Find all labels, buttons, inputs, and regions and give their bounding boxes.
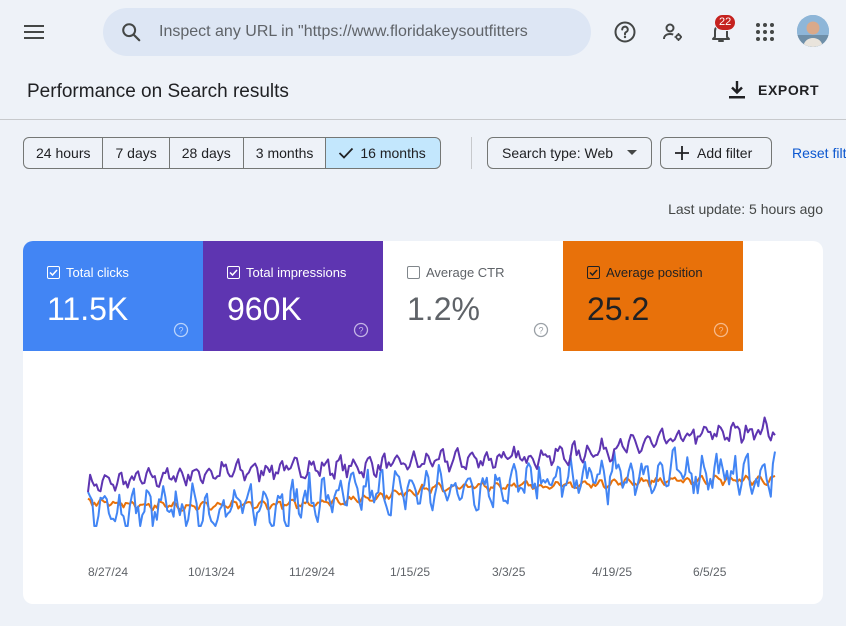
url-inspection-search[interactable] <box>103 8 591 56</box>
reset-filters-link[interactable]: Reset filters <box>792 145 846 161</box>
metric-label: Average position <box>606 265 703 280</box>
help-icon[interactable]: ? <box>173 322 189 338</box>
filter-divider <box>471 137 472 169</box>
checkbox-checked-icon[interactable] <box>227 266 240 279</box>
metric-label: Total clicks <box>66 265 129 280</box>
metric-value: 25.2 <box>587 291 650 327</box>
main-menu-button[interactable] <box>20 18 48 46</box>
notification-count-badge: 22 <box>714 14 737 31</box>
range-label: 3 months <box>255 145 314 161</box>
search-type-filter[interactable]: Search type: Web <box>487 137 652 169</box>
manage-users-button[interactable] <box>659 18 687 46</box>
svg-text:?: ? <box>538 326 543 336</box>
search-icon <box>122 23 141 42</box>
metric-average-ctr[interactable]: Average CTR 1.2% ? <box>383 241 563 351</box>
range-label: 24 hours <box>36 145 91 161</box>
metric-value: 1.2% <box>407 291 480 327</box>
help-icon[interactable]: ? <box>533 322 549 338</box>
metric-average-position[interactable]: Average position 25.2 ? <box>563 241 743 351</box>
range-label: 7 days <box>115 145 157 161</box>
metric-value: 960K <box>227 291 302 327</box>
user-avatar-icon <box>797 15 829 47</box>
export-label: EXPORT <box>758 82 820 98</box>
checkbox-checked-icon[interactable] <box>587 266 600 279</box>
x-tick-label: 4/19/25 <box>592 565 632 579</box>
series-line-total-impressions <box>87 416 776 493</box>
metric-label: Average CTR <box>426 265 505 280</box>
last-update-text: Last update: 5 hours ago <box>668 201 823 217</box>
plus-icon <box>675 146 689 160</box>
x-tick-label: 3/3/25 <box>492 565 526 579</box>
series-line-total-clicks <box>87 446 776 527</box>
svg-text:?: ? <box>718 326 723 336</box>
metric-label: Total impressions <box>246 265 347 280</box>
page-header: Performance on Search results EXPORT <box>0 64 846 120</box>
search-type-label: Search type: Web <box>502 145 614 161</box>
help-icon <box>614 21 636 43</box>
x-tick-label: 6/5/25 <box>693 565 727 579</box>
add-filter-button[interactable]: Add filter <box>660 137 772 169</box>
range-label: 28 days <box>181 145 231 161</box>
download-icon <box>729 81 745 99</box>
range-16-months[interactable]: 16 months <box>326 137 441 169</box>
help-icon[interactable]: ? <box>713 322 729 338</box>
page-title: Performance on Search results <box>27 81 289 102</box>
date-range-selector: 24 hours 7 days 28 days 3 months 16 mont… <box>23 137 441 169</box>
series-line-average-position <box>87 474 776 512</box>
range-label: 16 months <box>360 145 426 161</box>
performance-chart[interactable]: 8/27/24 10/13/24 11/29/24 1/15/25 3/3/25 4/19… <box>23 351 823 604</box>
metric-value: 11.5K <box>47 291 129 327</box>
performance-card: Total clicks 11.5K ? Total impressions 9… <box>23 241 823 604</box>
person-gear-icon <box>663 23 682 41</box>
account-avatar[interactable] <box>797 15 829 47</box>
x-tick-label: 10/13/24 <box>188 565 235 579</box>
range-24-hours[interactable]: 24 hours <box>23 137 104 169</box>
range-28-days[interactable]: 28 days <box>169 137 244 169</box>
apps-button[interactable] <box>751 18 779 46</box>
x-tick-label: 11/29/24 <box>289 565 335 579</box>
svg-text:?: ? <box>178 326 183 336</box>
hamburger-icon <box>24 25 44 39</box>
help-button[interactable] <box>611 18 639 46</box>
top-bar: 22 <box>0 0 846 64</box>
export-button[interactable]: EXPORT <box>728 80 819 100</box>
range-3-months[interactable]: 3 months <box>243 137 327 169</box>
x-tick-label: 8/27/24 <box>88 565 128 579</box>
svg-text:?: ? <box>358 326 363 336</box>
help-icon[interactable]: ? <box>353 322 369 338</box>
url-inspection-input[interactable] <box>159 23 579 41</box>
checkmark-icon <box>339 147 354 159</box>
add-filter-label: Add filter <box>697 145 753 161</box>
metric-total-impressions[interactable]: Total impressions 960K ? <box>203 241 383 351</box>
dropdown-arrow-icon <box>627 150 638 155</box>
checkbox-unchecked-icon[interactable] <box>407 266 420 279</box>
checkbox-checked-icon[interactable] <box>47 266 60 279</box>
apps-grid-icon <box>756 23 774 41</box>
metric-total-clicks[interactable]: Total clicks 11.5K ? <box>23 241 203 351</box>
x-tick-label: 1/15/25 <box>390 565 430 579</box>
range-7-days[interactable]: 7 days <box>103 137 170 169</box>
